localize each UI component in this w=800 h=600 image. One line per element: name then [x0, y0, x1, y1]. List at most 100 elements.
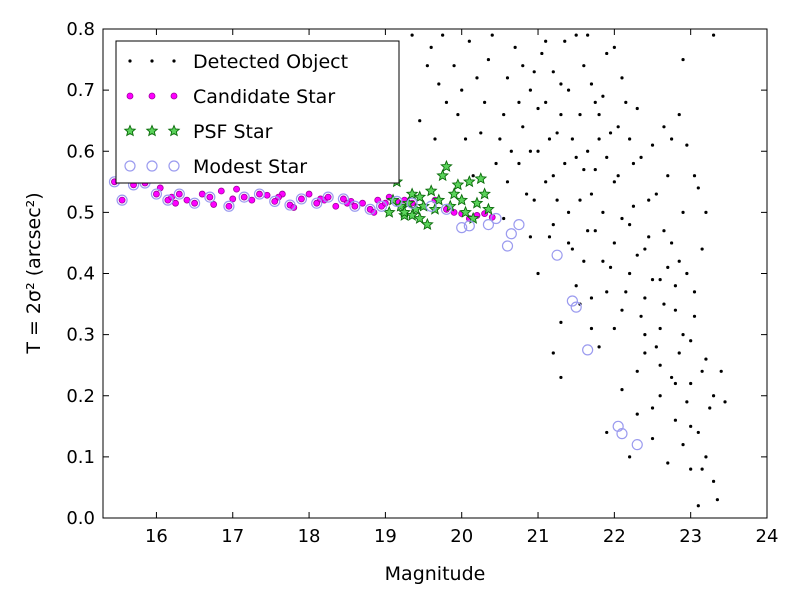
detected-object-point	[544, 39, 548, 43]
detected-object-point	[685, 400, 689, 404]
detected-object-point	[628, 455, 632, 459]
detected-object-point	[593, 229, 597, 233]
detected-object-point	[559, 320, 563, 324]
detected-object-point	[723, 400, 727, 404]
modest-star-point	[566, 295, 578, 307]
legend-marker	[124, 160, 136, 172]
detected-object-point	[681, 57, 685, 62]
psf-star-point	[447, 187, 461, 200]
psf-star-point	[398, 205, 411, 218]
detected-object-point	[589, 296, 594, 300]
candidate-star-point	[324, 193, 332, 201]
psf-star-point	[382, 205, 396, 218]
detected-object-point	[650, 143, 655, 147]
legend-label: Detected Object	[193, 51, 348, 73]
detected-object-point	[673, 381, 678, 386]
detected-object-point	[650, 406, 655, 410]
detected-object-point	[410, 33, 414, 37]
detected-object-point	[643, 247, 647, 251]
modest-star-point	[631, 439, 643, 451]
detected-object-point	[570, 137, 574, 141]
candidate-star-point	[240, 193, 248, 201]
detected-object-point	[586, 229, 590, 233]
detected-object-point	[601, 259, 605, 263]
detected-object-point	[673, 284, 678, 288]
detected-object-point	[597, 112, 601, 117]
detected-object-point	[620, 216, 624, 221]
detected-object-point	[589, 192, 594, 196]
detected-object-point	[658, 394, 662, 398]
detected-object-point	[704, 357, 708, 361]
detected-object-point	[639, 155, 643, 159]
detected-object-point	[433, 137, 437, 141]
candidate-star-point	[198, 190, 206, 198]
detected-object-point	[528, 235, 533, 239]
psf-star-point	[482, 202, 495, 215]
modest-star-point	[238, 191, 250, 203]
y-tick-label: 0.4	[66, 264, 95, 285]
psf-star-point	[474, 172, 488, 185]
psf-star-point	[436, 169, 449, 182]
detected-object-point	[593, 100, 597, 104]
detected-object-point	[692, 174, 697, 178]
modest-star-point	[582, 344, 594, 356]
psf-star-point	[409, 202, 423, 215]
detected-object-point	[628, 137, 632, 141]
detected-object-point	[700, 467, 704, 471]
candidate-star-point	[225, 202, 233, 210]
detected-object-point	[494, 161, 498, 166]
detected-object-point	[658, 363, 662, 367]
detected-object-point	[647, 198, 651, 202]
detected-object-point	[666, 174, 670, 178]
detected-object-point	[517, 161, 521, 166]
detected-object-point	[566, 210, 571, 214]
candidate-star-point	[263, 191, 271, 199]
detected-object-point	[620, 388, 624, 392]
candidate-star-point	[305, 190, 313, 198]
detected-object-point	[605, 51, 609, 56]
legend-marker	[146, 160, 158, 172]
y-axis-label: T = 2σ² (arcsec²)	[23, 192, 45, 354]
detected-object-point	[692, 314, 697, 318]
modest-star-point	[150, 188, 163, 200]
detected-object-point	[639, 314, 643, 318]
detected-object-point	[624, 100, 628, 104]
legend-label: PSF Star	[193, 121, 273, 143]
detected-object-point	[677, 112, 681, 117]
detected-object-point	[586, 33, 590, 37]
detected-object-point	[643, 333, 647, 337]
detected-object-point	[681, 443, 685, 447]
psf-star-point	[455, 193, 469, 206]
detected-object-point	[418, 119, 422, 123]
detected-object-point	[555, 131, 559, 135]
modest-star-point	[364, 203, 376, 215]
detected-object-point	[704, 455, 708, 459]
detected-object-point	[631, 204, 636, 208]
detected-object-point	[635, 369, 639, 373]
modest-star-point	[570, 301, 582, 313]
detected-object-point	[635, 412, 639, 416]
psf-star-point	[413, 190, 427, 203]
detected-object-point	[662, 125, 666, 129]
detected-object-point	[620, 76, 624, 80]
legend-marker	[172, 59, 176, 63]
detected-object-point	[616, 174, 620, 178]
detected-object-point	[635, 106, 639, 111]
modest-star-point	[391, 195, 403, 207]
legend-box	[115, 40, 400, 184]
detected-object-point	[589, 326, 594, 331]
detected-object-point	[574, 284, 578, 288]
detected-object-point	[551, 174, 555, 178]
detected-object-point	[677, 351, 681, 355]
detected-object-point	[521, 125, 525, 129]
x-tick-label: 22	[603, 526, 626, 547]
candidate-star-point	[206, 193, 214, 201]
detected-object-point	[509, 149, 513, 153]
psf-star-point	[413, 211, 427, 224]
modest-star-point	[337, 193, 350, 205]
psf-star-point	[421, 217, 434, 230]
modest-star-point	[295, 193, 308, 205]
modest-star-point	[269, 195, 281, 207]
detected-object-point	[486, 57, 491, 62]
detected-object-point	[662, 302, 666, 306]
